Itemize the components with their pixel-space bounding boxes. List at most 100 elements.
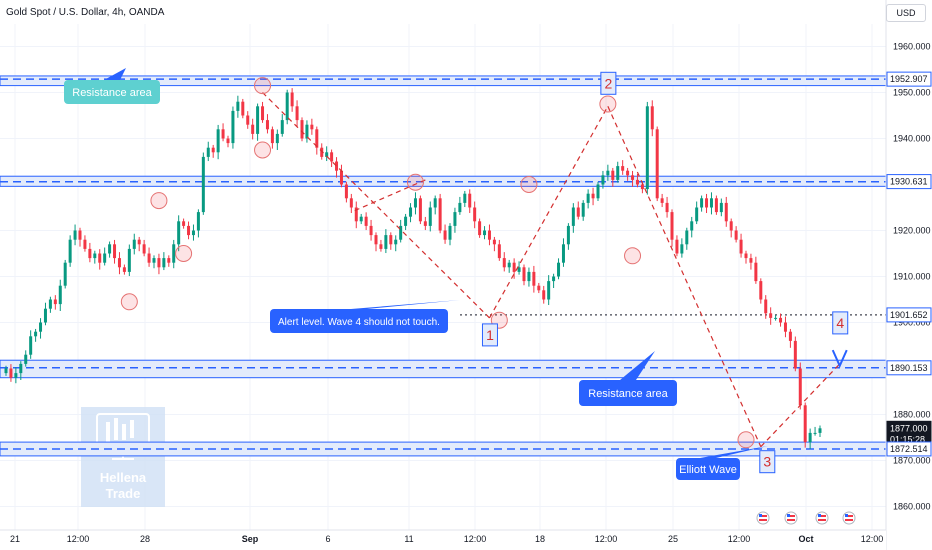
candle-body (305, 124, 309, 139)
candle (621, 160, 625, 175)
candle (423, 216, 427, 231)
candle (231, 106, 235, 149)
candle (34, 328, 38, 342)
candle-body (665, 202, 669, 213)
candle-body (389, 235, 393, 245)
price-tag: 1952.907 (886, 71, 932, 87)
candle (695, 201, 699, 225)
candle-body (275, 133, 279, 144)
candle (660, 193, 664, 208)
candle-body (547, 281, 551, 300)
candle (78, 227, 82, 247)
candle (167, 255, 171, 267)
candle-body (542, 290, 546, 300)
candle-body (458, 202, 462, 213)
candle (359, 213, 363, 225)
candle-body (261, 106, 265, 121)
candle-body (19, 363, 23, 374)
event-flag-circle (815, 511, 829, 525)
candle (532, 265, 536, 293)
candle-body (468, 193, 472, 208)
candle (127, 244, 131, 277)
candle (566, 223, 570, 250)
event-flag-canton (845, 514, 848, 517)
candle-body (453, 212, 457, 226)
candle (779, 313, 783, 327)
candle-body (739, 239, 743, 254)
candle-body (330, 152, 334, 162)
candle-body (187, 225, 191, 236)
candle (606, 164, 610, 181)
candle (246, 111, 250, 129)
candle-body (502, 258, 506, 268)
candle (103, 247, 107, 266)
candle (315, 126, 319, 155)
candle-body (354, 207, 358, 222)
candle (517, 261, 521, 275)
candle (586, 189, 590, 209)
currency-selector[interactable]: USD (886, 4, 926, 22)
candle-body (132, 239, 136, 249)
candle (108, 241, 112, 258)
candle-body (162, 258, 166, 268)
event-flag-stripe (759, 519, 767, 521)
price-tag-text: 1901.652 (890, 310, 928, 320)
candle-body (73, 230, 77, 240)
candle-body (251, 124, 255, 134)
candle-body (34, 331, 38, 337)
candle (177, 215, 181, 252)
candle (191, 224, 195, 241)
candle (724, 196, 728, 227)
candle (680, 238, 684, 258)
candle (675, 235, 679, 257)
candle-body (285, 92, 289, 121)
candle (236, 95, 240, 118)
annotation-callout: Alert level. Wave 4 should not touch. (270, 300, 460, 333)
time-tick-label: 25 (668, 534, 678, 544)
candle (43, 302, 47, 326)
candle-body (108, 244, 112, 254)
candle-body (211, 147, 215, 153)
candle-body (369, 225, 373, 236)
candle (285, 89, 289, 125)
candle-body (58, 285, 62, 305)
candle-body (201, 156, 205, 213)
candle (305, 120, 309, 143)
candle-body (626, 170, 630, 176)
candle (808, 428, 812, 449)
event-flag-stripe (787, 515, 795, 517)
wave-label-box (759, 450, 776, 474)
candle (280, 114, 284, 137)
candle-body (473, 207, 477, 222)
event-flag-stripe (845, 515, 853, 517)
pivot-highlight-circle (175, 245, 193, 262)
event-flag-icon (842, 511, 856, 525)
wave-label-2: 2 (600, 71, 617, 95)
candle (468, 189, 472, 214)
candle (670, 209, 674, 247)
candle (241, 98, 245, 119)
candle-body (759, 281, 763, 300)
candle (300, 117, 304, 142)
time-axis: 21 12:00 28 Sep 6 11 12:00 18 12:00 25 12:00 Oct 12:… (0, 511, 886, 550)
candle-body (325, 152, 329, 157)
candle-body (270, 129, 274, 144)
candle-body (404, 216, 408, 226)
candle (413, 192, 417, 215)
candle (349, 193, 353, 214)
time-tick-label: Oct (798, 534, 813, 544)
pivot-highlight-circle (150, 192, 168, 210)
watermark-candle (106, 422, 110, 442)
resistance-band (0, 175, 887, 187)
candle (335, 157, 339, 178)
candle-body (428, 207, 432, 226)
wave-segment (351, 179, 426, 213)
candle-body (803, 405, 807, 443)
candle-body (690, 221, 694, 231)
candle (369, 219, 373, 241)
candle-body (236, 101, 240, 111)
time-tick-label: 12:00 (595, 534, 618, 544)
candle-body (774, 317, 778, 319)
